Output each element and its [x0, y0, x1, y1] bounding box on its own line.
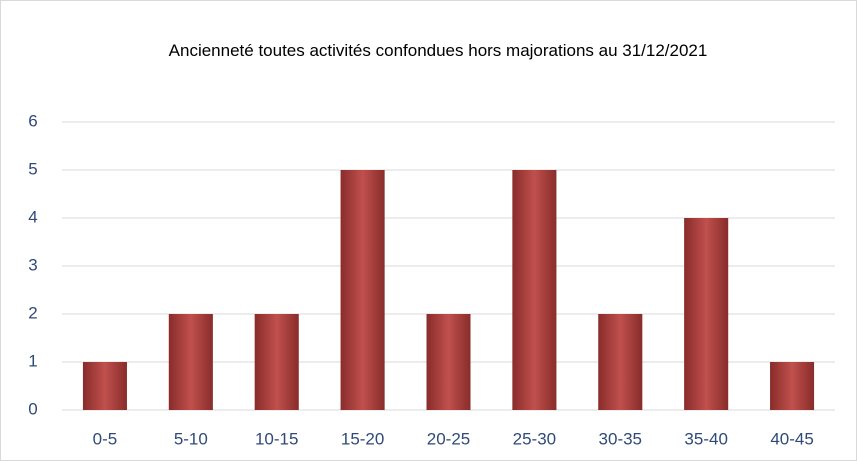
bar	[770, 362, 815, 410]
y-tick-label: 3	[28, 255, 37, 274]
x-tick-label: 0-5	[93, 429, 118, 448]
x-tick-label: 35-40	[684, 429, 727, 448]
x-tick-label: 30-35	[599, 429, 642, 448]
x-tick-label: 40-45	[770, 429, 813, 448]
x-tick-label: 20-25	[427, 429, 470, 448]
x-tick-label: 10-15	[255, 429, 298, 448]
y-tick-label: 5	[28, 159, 37, 178]
y-tick-label: 6	[28, 111, 37, 130]
bar	[340, 170, 385, 410]
bar	[598, 314, 643, 410]
bar	[168, 314, 213, 410]
y-tick-label: 4	[28, 207, 37, 226]
bar	[82, 362, 127, 410]
chart-title: Ancienneté toutes activités confondues h…	[168, 41, 708, 60]
x-tick-label: 25-30	[513, 429, 556, 448]
bar	[254, 314, 299, 410]
x-tick-label: 15-20	[341, 429, 384, 448]
x-tick-label: 5-10	[174, 429, 208, 448]
bar	[426, 314, 471, 410]
y-tick-label: 2	[28, 303, 37, 322]
y-tick-label: 0	[28, 399, 37, 418]
bar	[684, 218, 729, 410]
y-tick-label: 1	[28, 351, 37, 370]
bar	[512, 170, 557, 410]
